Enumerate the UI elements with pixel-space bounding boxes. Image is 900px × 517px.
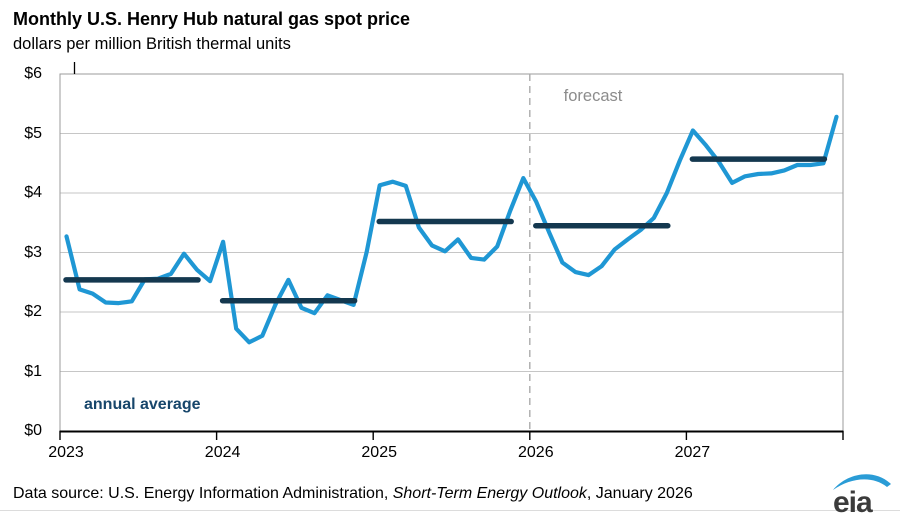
annual-average-label: annual average bbox=[84, 396, 201, 413]
bottom-divider-line bbox=[0, 510, 900, 511]
data-source-suffix: , January 2026 bbox=[586, 485, 693, 502]
x-tick-label-2027: 2027 bbox=[674, 444, 711, 461]
data-source-note: Data source: U.S. Energy Information Adm… bbox=[13, 485, 693, 503]
y-tick-label-usd6: $6 bbox=[24, 65, 42, 82]
x-tick-label-2026: 2026 bbox=[518, 444, 554, 461]
eia-logo-swoosh-icon bbox=[833, 474, 891, 490]
x-tick-label-2024: 2024 bbox=[204, 444, 241, 461]
data-source-report-title: Short-Term Energy Outlook bbox=[392, 485, 587, 502]
forecast-label: forecast bbox=[563, 87, 623, 105]
monthly-spot-price-line bbox=[64, 114, 839, 345]
eia-logo: eia bbox=[833, 474, 891, 516]
y-tick-label-usd1: $1 bbox=[24, 362, 42, 380]
y-tick-label-usd0: $0 bbox=[24, 422, 42, 439]
chart-subtitle: dollars per million British thermal unit… bbox=[13, 35, 291, 53]
y-tick-label-usd2: $2 bbox=[24, 303, 42, 320]
x-tick-label-2025: 2025 bbox=[361, 444, 397, 461]
data-source-prefix: Data source: U.S. Energy Information Adm… bbox=[13, 485, 393, 502]
y-tick-label-usd3: $3 bbox=[24, 243, 42, 261]
x-tick-label-2023: 2023 bbox=[48, 444, 84, 461]
y-tick-label-usd5: $5 bbox=[24, 124, 42, 142]
chart-title: Monthly U.S. Henry Hub natural gas spot … bbox=[13, 9, 411, 29]
eia-logo-text: eia bbox=[833, 486, 873, 516]
y-tick-label-usd4: $4 bbox=[24, 184, 42, 201]
